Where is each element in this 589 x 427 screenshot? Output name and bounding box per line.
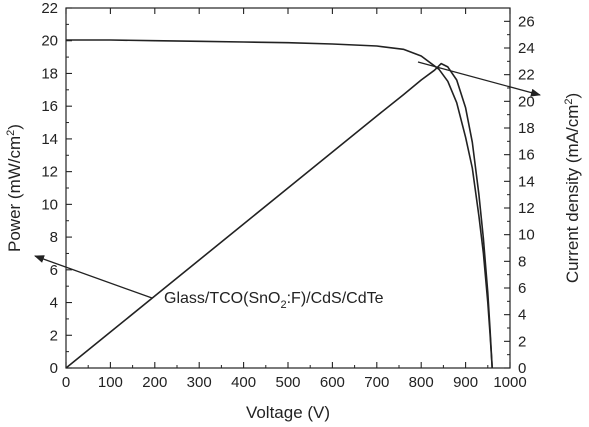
left-tick-label: 6 — [50, 262, 58, 279]
left-tick-label: 14 — [41, 131, 58, 148]
x-tick-label: 500 — [275, 374, 300, 391]
annotation-arrow-to-current-axis — [417, 61, 541, 97]
right-tick-label: 8 — [518, 253, 526, 270]
left-tick-label: 2 — [50, 327, 58, 344]
x-tick-label: 100 — [98, 374, 123, 391]
right-tick-label: 14 — [518, 173, 535, 190]
left-tick-label: 16 — [41, 98, 58, 115]
right-tick-label: 4 — [518, 307, 526, 324]
right-tick-label: 24 — [518, 40, 535, 57]
right-tick-label: 16 — [518, 147, 535, 164]
right-tick-label: 20 — [518, 93, 535, 110]
left-tick-label: 8 — [50, 229, 58, 246]
right-tick-label: 10 — [518, 227, 535, 244]
series-layer — [65, 39, 493, 369]
right-tick-label: 6 — [518, 280, 526, 297]
x-tick-label: 300 — [187, 374, 212, 391]
left-tick-label: 4 — [50, 295, 58, 312]
annotation-arrow-to-power-axis — [34, 255, 153, 299]
x-tick-label: 1000 — [493, 374, 526, 391]
left-tick-label: 20 — [41, 33, 58, 50]
power-curve — [65, 62, 493, 369]
left-axis-ticks: 0 2 4 6 8 10 12 14 16 18 20 22 — [41, 0, 72, 377]
x-axis-title: Voltage (V) — [246, 403, 330, 422]
x-tick-label: 800 — [409, 374, 434, 391]
left-tick-label: 12 — [41, 164, 58, 181]
right-tick-label: 2 — [518, 333, 526, 350]
x-tick-label: 900 — [453, 374, 478, 391]
right-tick-label: 18 — [518, 120, 535, 137]
x-tick-label: 600 — [320, 374, 345, 391]
x-tick-label: 400 — [231, 374, 256, 391]
right-tick-label: 22 — [518, 67, 535, 84]
right-axis-title: Current density (mA/cm2) — [563, 93, 582, 283]
x-axis-ticks: 0 100 200 300 400 500 600 700 800 900 1000 — [62, 8, 527, 391]
x-tick-label: 700 — [364, 374, 389, 391]
left-tick-label: 0 — [50, 360, 58, 377]
left-axis-title: Power (mW/cm2) — [5, 124, 24, 252]
right-tick-label: 26 — [518, 13, 535, 30]
right-tick-label: 0 — [518, 360, 526, 377]
left-tick-label: 10 — [41, 196, 58, 213]
current-density-curve — [66, 39, 493, 369]
x-tick-label: 200 — [142, 374, 167, 391]
x-tick-label: 0 — [62, 374, 70, 391]
device-structure-annotation: Glass/TCO(SnO2:F)/CdS/CdTe — [164, 290, 384, 311]
left-tick-label: 22 — [41, 0, 58, 17]
left-tick-label: 18 — [41, 65, 58, 82]
right-tick-label: 12 — [518, 200, 535, 217]
